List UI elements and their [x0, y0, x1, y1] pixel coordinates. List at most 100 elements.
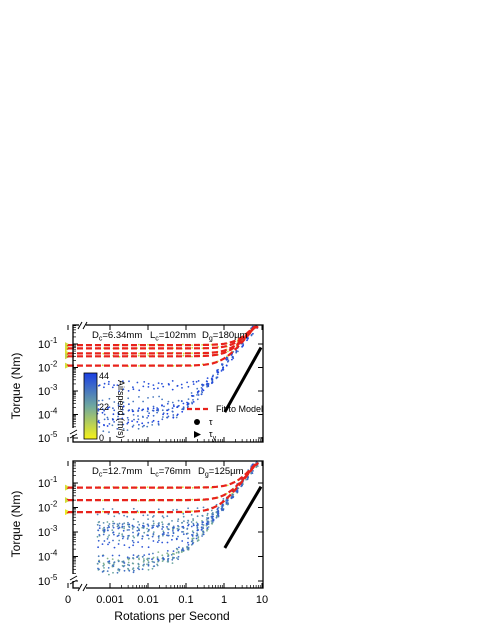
- data-point: [217, 512, 219, 515]
- data-point: [101, 399, 104, 402]
- data-point: [162, 531, 165, 534]
- data-point: [147, 397, 149, 399]
- data-point: [195, 521, 198, 524]
- data-point: [123, 514, 125, 517]
- data-point: [113, 409, 116, 412]
- data-point: [148, 412, 151, 415]
- data-point: [166, 541, 169, 544]
- data-point: [162, 413, 165, 416]
- data-point: [128, 564, 131, 567]
- data-point: [226, 484, 229, 487]
- data-point: [137, 563, 140, 566]
- fit-line: [66, 325, 259, 355]
- data-point: [102, 508, 105, 510]
- data-point: [146, 486, 149, 488]
- data-point: [117, 543, 120, 545]
- data-point: [182, 352, 185, 355]
- data-point: [197, 390, 200, 393]
- data-point: [201, 535, 204, 537]
- data-point: [173, 556, 175, 559]
- data-point: [103, 530, 106, 532]
- data-point: [103, 386, 105, 389]
- data-point: [156, 556, 159, 559]
- data-point: [122, 529, 125, 532]
- data-point: [197, 536, 200, 538]
- data-point: [222, 498, 225, 500]
- data-point: [127, 421, 130, 424]
- data-point: [211, 517, 214, 520]
- data-point: [102, 562, 105, 565]
- data-point: [112, 407, 114, 410]
- data-point: [220, 370, 223, 372]
- y-tick-label: 10-1: [38, 336, 58, 351]
- data-point: [181, 343, 184, 346]
- data-point: [212, 518, 215, 521]
- data-point: [180, 383, 183, 386]
- data-point: [166, 412, 169, 415]
- data-point: [123, 562, 126, 564]
- data-point: [142, 408, 145, 411]
- data-point: [108, 526, 110, 528]
- data-point: [190, 392, 193, 394]
- data-point: [221, 363, 223, 365]
- data-point: [113, 561, 116, 564]
- data-point: [172, 532, 175, 535]
- data-point: [96, 513, 99, 516]
- data-point: [225, 502, 228, 504]
- data-point: [158, 539, 160, 542]
- data-point: [166, 526, 168, 528]
- colorbar: 44 22 0 Airspeed (m/s): [83, 371, 126, 443]
- data-point: [126, 422, 129, 425]
- data-point: [196, 540, 199, 542]
- data-point: [131, 410, 134, 413]
- data-point: [167, 534, 170, 537]
- data-point: [127, 390, 130, 392]
- data-point: [211, 381, 213, 384]
- data-point: [101, 499, 104, 502]
- data-point: [152, 405, 155, 408]
- data-point: [211, 375, 214, 378]
- y-tick-label: 10-1: [38, 475, 58, 490]
- data-point: [161, 409, 164, 412]
- data-point: [97, 409, 100, 412]
- data-point: [152, 540, 155, 542]
- data-point: [147, 525, 150, 527]
- fit-line: [66, 325, 259, 367]
- data-point: [216, 369, 219, 372]
- data-point: [175, 538, 178, 541]
- y-tick-label: 10-5: [38, 430, 58, 445]
- data-point: [121, 533, 124, 536]
- bottom-data-points: [65, 461, 259, 576]
- data-point: [177, 520, 179, 522]
- data-point: [142, 524, 144, 527]
- data-point: [103, 526, 105, 529]
- colorbar-max: 44: [99, 371, 109, 381]
- data-point: [172, 414, 175, 416]
- data-point: [142, 558, 145, 560]
- data-point: [101, 411, 104, 414]
- data-point: [108, 560, 111, 563]
- data-point: [167, 532, 170, 534]
- data-point: [195, 534, 198, 537]
- data-point: [200, 529, 203, 531]
- data-point: [122, 401, 125, 404]
- data-point: [192, 537, 195, 540]
- data-point: [221, 504, 224, 506]
- data-point: [161, 521, 164, 524]
- data-point: [127, 419, 130, 421]
- data-point: [128, 380, 130, 383]
- data-point: [190, 365, 193, 367]
- data-point: [168, 383, 170, 386]
- data-point: [132, 544, 135, 547]
- data-point: [212, 515, 214, 518]
- data-point: [156, 409, 158, 412]
- data-point: [107, 543, 109, 546]
- data-point: [147, 563, 150, 566]
- data-point: [187, 385, 190, 388]
- data-point: [176, 384, 179, 387]
- data-point: [166, 550, 169, 552]
- data-point: [138, 529, 140, 531]
- data-point: [108, 541, 111, 544]
- data-point: [127, 561, 130, 564]
- data-point: [151, 421, 154, 423]
